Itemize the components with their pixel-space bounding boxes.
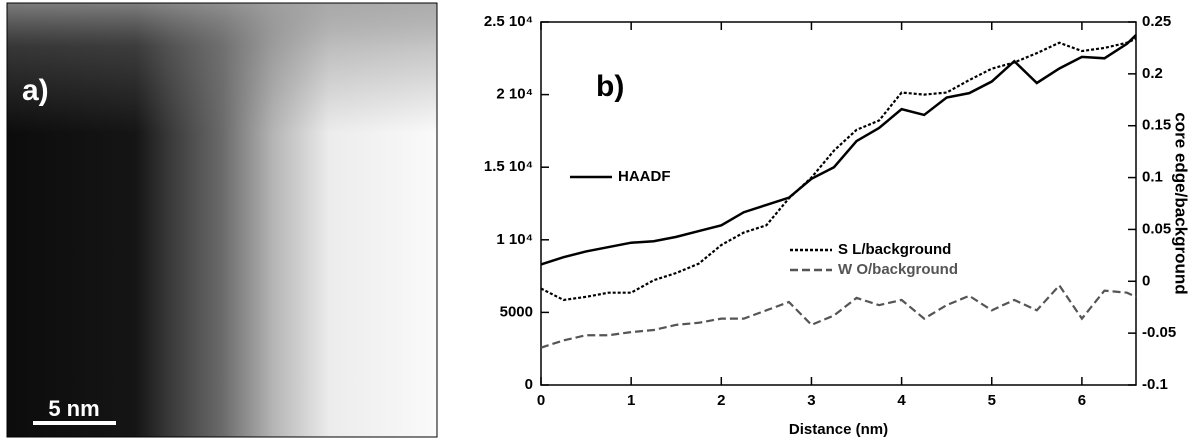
- y2-tick-label: 0: [1142, 272, 1150, 289]
- y-tick-label: 1 10⁴: [496, 231, 533, 248]
- legend-label: HAADF: [618, 168, 671, 185]
- y2-tick-label: 0.05: [1142, 220, 1171, 237]
- legend-label: W O/background: [838, 261, 958, 278]
- x-tick-label: 5: [988, 392, 996, 409]
- scale-bar-label: 5 nm: [48, 396, 99, 421]
- x-axis-label: Distance (nm): [789, 421, 888, 438]
- y2-tick-label: 0.15: [1142, 117, 1171, 134]
- legend-label: S L/background: [838, 241, 951, 258]
- micrograph-border: [6, 2, 438, 438]
- x-tick-label: 0: [537, 392, 545, 409]
- y-tick-label: 2 10⁴: [496, 86, 533, 103]
- chart: 0 1 2 3 4 5 6 0 5000 1 10⁴ 1.5 10⁴ 2 10⁴ 2.5 10⁴ -0.1…: [484, 13, 1191, 438]
- y2-tick-label: 0.2: [1142, 65, 1163, 82]
- x-tick-label: 1: [627, 392, 635, 409]
- y-tick-label: 2.5 10⁴: [484, 13, 533, 30]
- data-line: [540, 34, 1137, 266]
- y2-tick-label: 0.25: [1142, 13, 1171, 30]
- micrograph-top-band: [7, 3, 437, 437]
- y-tick-label: 0: [525, 376, 533, 393]
- data-line: [540, 283, 1137, 349]
- micrograph-panel: a) 5 nm: [6, 2, 438, 438]
- x-tick-label: 4: [897, 392, 906, 409]
- y2-tick-label: 0.1: [1142, 169, 1163, 186]
- scale-bar: [33, 421, 116, 425]
- y2-axis-label: core edge/background: [1172, 112, 1191, 294]
- data-line: [540, 37, 1137, 302]
- plot-frame: [540, 21, 1137, 386]
- panel-label: b): [596, 70, 624, 103]
- y2-tick-label: -0.05: [1142, 324, 1176, 341]
- panel-label: a): [22, 74, 49, 107]
- y2-tick-label: -0.1: [1142, 376, 1168, 393]
- x-tick-label: 6: [1078, 392, 1086, 409]
- x-tick-label: 3: [807, 392, 815, 409]
- x-tick-label: 2: [717, 392, 725, 409]
- y-tick-label: 5000: [500, 303, 533, 320]
- y-tick-label: 1.5 10⁴: [484, 158, 533, 175]
